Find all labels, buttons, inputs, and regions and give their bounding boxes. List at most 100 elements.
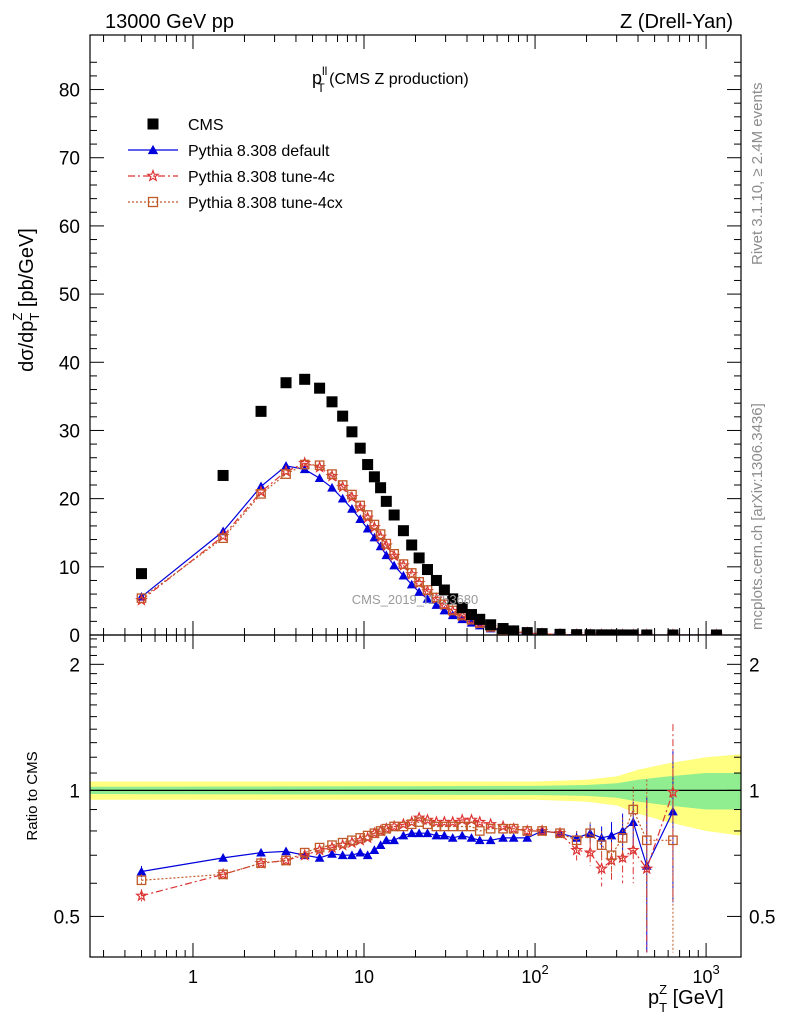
main-point-0-1 [217,469,229,481]
y-tick-label-main-1: 10 [59,558,80,579]
ratio-point-1-31 [570,843,584,856]
main-point-3-12 [375,529,386,539]
main-point-0-32 [584,629,596,635]
legend-marker-1 [147,144,159,155]
ratio-point-2-22 [457,821,468,832]
legend-item-3: Pythia 8.308 tune-4cx [128,195,343,212]
legend-label-2: Pythia 8.308 tune-4c [188,169,335,186]
main-point-1-10 [362,523,373,533]
x-label-unit: [GeV] [667,987,724,1009]
main-point-1-18 [422,594,433,603]
ratio-point-2-9 [355,833,366,843]
legend-item-1: Pythia 8.308 default [128,143,330,160]
main-point-0-35 [617,629,629,635]
x-tick-label-2: 102 [521,962,548,987]
main-point-0-38 [667,629,679,635]
main-point-1-13 [381,550,392,560]
main-point-3-14 [389,549,399,559]
ratio-point-2-3 [281,855,291,866]
main-point-1-17 [414,587,424,596]
legend-item-0: CMS [147,117,224,134]
ratio-point-2-24 [474,826,485,836]
ratio-point-0-22 [457,830,468,840]
main-point-1-7 [337,493,348,503]
ratio-point-0-6 [327,849,337,858]
main-point-1-20 [439,605,450,615]
main-point-1-11 [369,532,380,542]
ratio-uncertainty-bands [90,754,741,836]
x-tick-base-0: 1 [188,967,198,987]
ratio-point-0-10 [362,850,373,860]
ratio-point-1-17 [412,811,426,824]
main-point-0-29 [536,628,548,635]
ratio-band-total [90,754,741,836]
main-point-0-18 [421,564,433,576]
main-point-0-11 [368,471,380,483]
y-tick-label-main-5: 50 [59,285,80,306]
main-point-0-21 [447,593,459,605]
legend-marker-3 [147,196,159,208]
ratio-point-1-38 [666,785,680,798]
ratio-point-0-18 [422,828,433,838]
ratio-point-0-7 [337,850,348,860]
x-axis-label: pZ T [GeV] [648,982,724,1015]
main-point-3-8 [347,489,357,500]
main-point-0-14 [388,509,400,521]
ratio-y-axis-label: Ratio to CMS [24,751,41,840]
ratio-point-0-24 [474,835,485,845]
main-point-1-15 [398,570,409,580]
main-point-0-3 [280,377,292,389]
ratio-point-0-8 [347,850,357,860]
y-tick-label-ratio-right-0: 0.5 [749,907,775,928]
ratio-point-0-27 [508,833,519,842]
legend: CMS Pythia 8.308 default Pythia 8.308 tune… [128,117,343,212]
main-point-1-16 [406,579,417,589]
ratio-point-0-11 [369,845,380,854]
main-point-0-0 [135,568,147,580]
ratio-point-2-35 [617,833,628,843]
ratio-point-2-36 [628,804,639,815]
x-label-sup: Z [659,982,667,997]
plot-title-main: p [312,68,322,88]
ratio-point-1-24 [473,815,487,828]
y-tick-label-ratio-left-0: 0.5 [54,907,80,928]
ratio-point-0-28 [522,833,533,842]
main-point-3-7 [337,480,348,490]
main-point-0-12 [375,482,387,494]
main-y-label-unit: [pb/GeV] [16,228,38,313]
main-point-1-9 [355,514,366,523]
main-point-0-19 [430,574,442,586]
x-tick-label-3: 103 [692,962,719,987]
ratio-point-2-33 [596,840,607,850]
ratio-point-0-19 [431,830,442,840]
ratio-point-0-5 [314,853,325,862]
ratio-point-0-3 [281,846,291,856]
main-point-3-2 [256,489,266,499]
ratio-point-0-0 [136,866,147,876]
x-label-main: p [648,987,659,1009]
ratio-point-0-17 [414,828,424,838]
main-point-3-5 [314,460,325,471]
x-tick-exp-2: 2 [541,962,548,977]
y-tick-label-ratio-right-1: 1 [749,781,760,802]
ratio-point-2-21 [447,821,458,832]
x-tick-base-2: 10 [521,967,541,987]
rivet-version-label: Rivet 3.1.10, ≥ 2.4M events [749,83,766,266]
main-point-1-5 [314,473,325,483]
legend-marker-0 [147,118,159,130]
ratio-point-2-29 [537,826,547,836]
main-point-0-23 [465,609,477,621]
ratio-point-0-26 [498,833,508,842]
main-point-0-26 [497,623,509,635]
ratio-point-2-28 [522,826,533,836]
ratio-point-0-15 [398,830,409,840]
ratio-point-2-25 [485,823,496,834]
x-tick-label-0: 1 [188,967,198,987]
ratio-point-2-0 [136,875,147,886]
y-tick-label-main-2: 20 [59,490,80,511]
legend-label-0: CMS [188,117,224,134]
ratio-point-2-11 [369,828,380,839]
ratio-point-0-33 [596,833,607,842]
main-point-0-2 [255,405,267,417]
